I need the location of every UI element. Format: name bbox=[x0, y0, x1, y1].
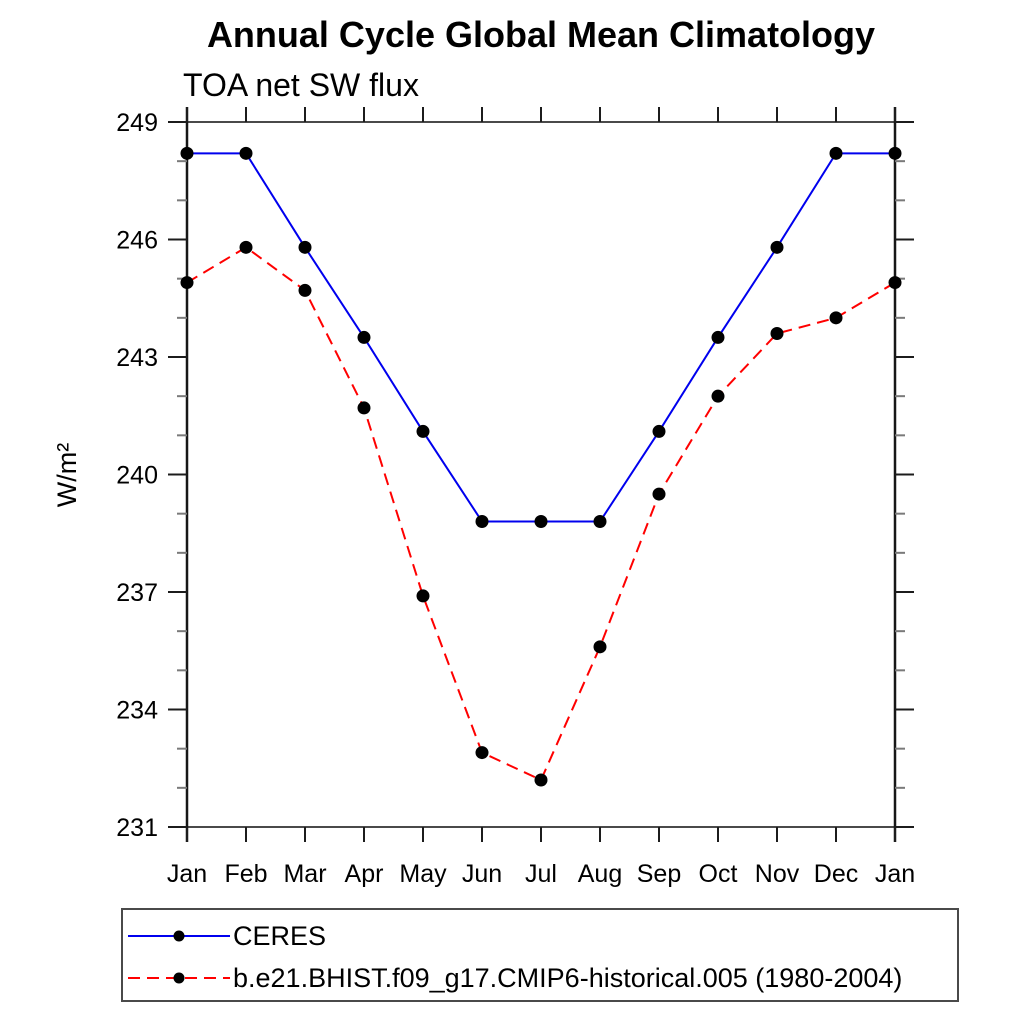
legend-box bbox=[121, 908, 959, 1002]
y-tick-label: 243 bbox=[116, 344, 158, 372]
series-line bbox=[186, 246, 896, 782]
data-point-marker bbox=[593, 515, 607, 528]
legend: CERES b.e21.BHIST.f09_g17.CMIP6-historic… bbox=[121, 908, 959, 1002]
data-point-marker bbox=[534, 773, 548, 787]
data-point-marker bbox=[475, 746, 489, 760]
y-tick-label: 234 bbox=[116, 697, 158, 725]
x-tick-label: Nov bbox=[755, 860, 800, 888]
plot-series bbox=[180, 146, 902, 787]
data-point-marker bbox=[298, 283, 312, 297]
legend-item-ceres: CERES bbox=[128, 921, 326, 951]
y-tick-label: 240 bbox=[116, 462, 158, 490]
chart-title: Annual Cycle Global Mean Climatology bbox=[207, 14, 875, 55]
x-tick-label: Oct bbox=[699, 860, 738, 888]
data-point-marker bbox=[357, 401, 371, 415]
data-point-marker bbox=[239, 240, 253, 254]
plot-axes: 231 234 237 240 243 246 249 Jan Feb Mar Apr May Jun J… bbox=[116, 107, 915, 888]
y-tick-label: 231 bbox=[116, 814, 158, 842]
x-tick-label: Jun bbox=[462, 860, 502, 888]
x-tick-label: Apr bbox=[345, 860, 384, 888]
data-point-marker bbox=[534, 515, 548, 528]
chart-subtitle: TOA net SW flux bbox=[183, 67, 419, 103]
data-point-marker bbox=[888, 276, 902, 290]
legend-marker-ceres bbox=[173, 930, 185, 942]
data-point-marker bbox=[475, 515, 489, 528]
data-point-marker bbox=[357, 330, 371, 344]
data-point-marker bbox=[829, 311, 843, 325]
y-tick-label: 249 bbox=[116, 109, 158, 137]
series-model bbox=[180, 240, 902, 787]
data-point-marker bbox=[180, 276, 194, 290]
data-point-marker bbox=[298, 240, 312, 254]
data-point-marker bbox=[180, 146, 194, 160]
data-point-marker bbox=[829, 146, 843, 160]
x-tick-label: Jan bbox=[875, 860, 915, 888]
data-point-marker bbox=[652, 487, 666, 501]
legend-item-model: b.e21.BHIST.f09_g17.CMIP6-historical.005… bbox=[128, 963, 902, 993]
data-point-marker bbox=[888, 146, 902, 160]
x-tick-label: Sep bbox=[637, 860, 681, 888]
data-point-marker bbox=[770, 240, 784, 254]
y-axis-label: W/m² bbox=[52, 443, 82, 507]
data-point-marker bbox=[593, 640, 607, 654]
data-point-marker bbox=[770, 327, 784, 340]
legend-label-model: b.e21.BHIST.f09_g17.CMIP6-historical.005… bbox=[233, 963, 902, 993]
x-tick-label: Mar bbox=[283, 860, 326, 888]
series-line bbox=[187, 152, 895, 523]
data-point-marker bbox=[652, 424, 666, 438]
data-point-marker bbox=[239, 146, 253, 160]
x-tick-label: Jul bbox=[525, 860, 557, 888]
data-point-marker bbox=[416, 424, 430, 438]
y-tick-label: 246 bbox=[116, 227, 158, 255]
data-point-marker bbox=[416, 589, 430, 603]
y-tick-label: 237 bbox=[116, 579, 158, 607]
x-tick-label: Feb bbox=[224, 860, 267, 888]
x-tick-label: Dec bbox=[814, 860, 858, 888]
legend-label-ceres: CERES bbox=[233, 921, 326, 951]
legend-marker-model bbox=[173, 972, 185, 984]
data-point-marker bbox=[711, 389, 725, 403]
x-tick-label: May bbox=[399, 860, 447, 888]
x-tick-label: Aug bbox=[578, 860, 622, 888]
data-point-marker bbox=[711, 330, 725, 344]
series-ceres bbox=[180, 146, 902, 528]
x-tick-label: Jan bbox=[167, 860, 207, 888]
